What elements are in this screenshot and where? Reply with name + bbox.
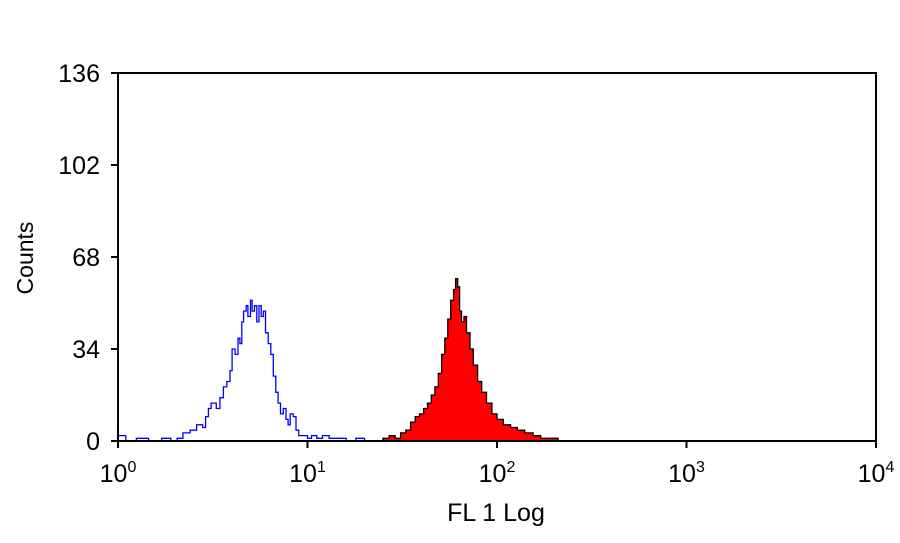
series-1-line [118, 299, 366, 442]
x-tick-label: 104 [858, 459, 895, 488]
x-axis-label: FL 1 Log [447, 499, 545, 527]
y-axis: 0 34 68 102 136 [58, 60, 118, 456]
data-layer [118, 277, 559, 442]
plot-frame [117, 72, 877, 442]
axis-frame [117, 72, 877, 442]
y-tick-label: 136 [58, 60, 100, 88]
x-tick-exponent: 1 [317, 459, 326, 476]
series-2-fill [376, 278, 559, 441]
x-tick-label: 103 [668, 459, 705, 488]
x-tick-label: 102 [479, 459, 516, 488]
y-tick-label: 0 [86, 428, 100, 456]
x-tick-label: 101 [289, 459, 326, 488]
x-axis: 100 101 102 103 104 [100, 441, 895, 488]
y-axis-label: Counts [12, 222, 38, 295]
y-tick-label: 102 [58, 152, 100, 180]
x-tick-exponent: 3 [696, 459, 705, 476]
x-tick-exponent: 0 [127, 459, 136, 476]
y-tick-label: 34 [72, 336, 100, 364]
x-tick-label: 100 [100, 459, 137, 488]
x-tick-exponent: 2 [506, 459, 515, 476]
x-tick-exponent: 4 [885, 459, 894, 476]
y-tick-label: 68 [72, 244, 100, 272]
series-2-outline [376, 277, 559, 442]
